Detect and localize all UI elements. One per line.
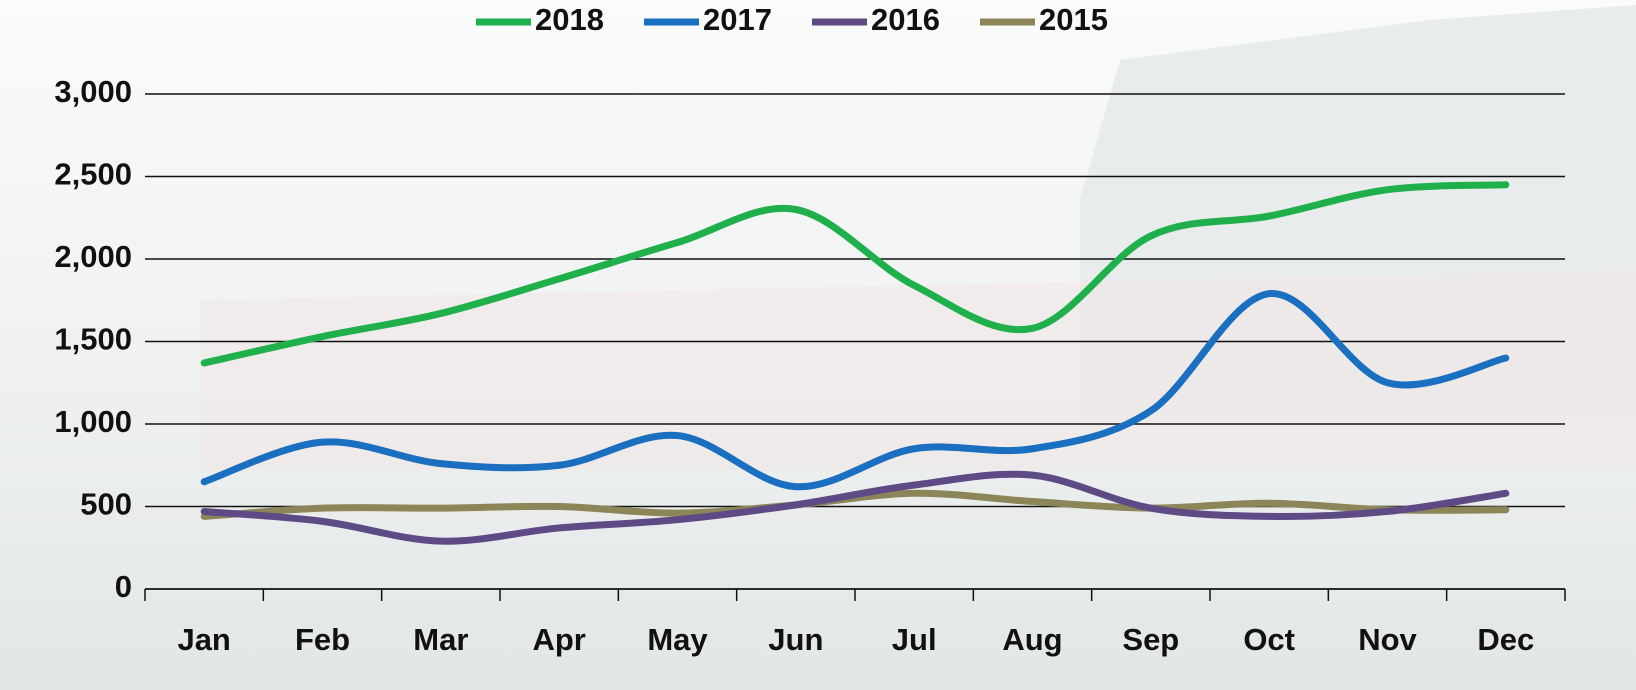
- legend-label: 2018: [535, 2, 604, 37]
- series-line: [200, 181, 1510, 367]
- x-tick-label: Dec: [1477, 622, 1534, 657]
- x-tick-label: Oct: [1243, 622, 1295, 657]
- y-tick-label: 500: [80, 487, 132, 522]
- y-tick-label: 1,000: [54, 404, 132, 439]
- x-tick-label: Sep: [1122, 622, 1179, 657]
- x-tick-label: Mar: [413, 622, 468, 657]
- y-tick-label: 3,000: [54, 74, 132, 109]
- y-tick-label: 1,500: [54, 322, 132, 357]
- x-tick-label: Aug: [1002, 622, 1062, 657]
- series-line: [200, 470, 1510, 545]
- x-tick-label: Jan: [177, 622, 230, 657]
- x-tick-label: Jul: [892, 622, 937, 657]
- ship-hull: [200, 270, 1636, 470]
- legend-label: 2015: [1039, 2, 1108, 37]
- x-tick-label: Apr: [532, 622, 585, 657]
- legend-label: 2016: [871, 2, 940, 37]
- x-tick-label: Nov: [1358, 622, 1417, 657]
- x-tick-label: Feb: [295, 622, 350, 657]
- series-line: [200, 290, 1510, 491]
- x-tick-label: Jun: [768, 622, 823, 657]
- legend-label: 2017: [703, 2, 772, 37]
- y-tick-label: 0: [115, 569, 132, 604]
- y-tick-label: 2,000: [54, 239, 132, 274]
- x-tick-label: May: [647, 622, 708, 657]
- y-tick-label: 2,500: [54, 157, 132, 192]
